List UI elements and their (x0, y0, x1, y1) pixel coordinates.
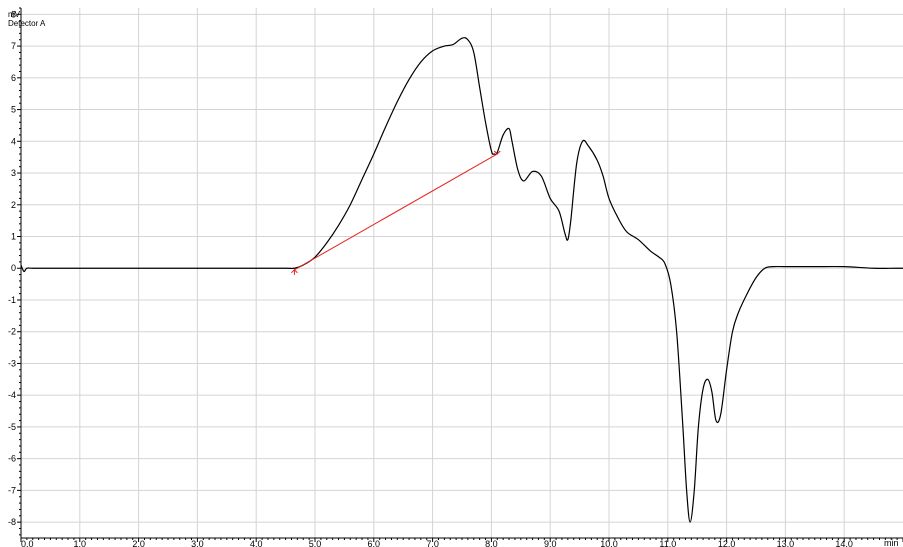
x-axis-unit-label: min (884, 538, 899, 547)
y-tick-label-15: 7 (11, 41, 16, 51)
y-tick-label-8: 0 (11, 263, 16, 273)
baseline-segment (294, 153, 498, 271)
tick-labels: -8 -7 -6 -5 -4 -3 -2 -1 0 1 2 3 4 5 6 7 8 0.0 1.0 2.0 3.0 4.0… (8, 9, 853, 547)
x-tick-label-3: 3.0 (191, 539, 204, 547)
x-tick-label-13: 13.0 (777, 539, 795, 547)
series-group (20, 37, 903, 523)
tick-marks (17, 7, 903, 542)
x-tick-label-14: 14.0 (835, 539, 853, 547)
x-tick-label-2: 2.0 (132, 539, 145, 547)
y-tick-label-7: -1 (8, 295, 16, 305)
y-tick-label-1: -7 (8, 485, 16, 495)
x-tick-label-5: 5.0 (309, 539, 322, 547)
y-tick-label-12: 4 (11, 136, 16, 146)
y-tick-label-5: -3 (8, 358, 16, 368)
y-tick-label-0: -8 (8, 517, 16, 527)
y-tick-label-2: -6 (8, 454, 16, 464)
y-tick-label-3: -5 (8, 422, 16, 432)
x-tick-label-11: 11.0 (659, 539, 676, 547)
x-tick-label-10: 10.0 (600, 539, 618, 547)
x-tick-label-1: 1.0 (74, 539, 87, 547)
y-tick-label-16: 8 (11, 9, 16, 19)
baseline-start-marker (291, 269, 298, 275)
y-tick-label-10: 2 (11, 200, 16, 210)
y-tick-label-13: 5 (11, 105, 16, 115)
y-tick-label-9: 1 (11, 232, 16, 242)
detector-label: Detector A (8, 19, 46, 28)
x-tick-label-6: 6.0 (368, 539, 381, 547)
signal-trace (20, 37, 903, 523)
x-tick-label-0: 0.0 (21, 539, 34, 547)
y-tick-label-11: 3 (11, 168, 16, 178)
x-tick-label-4: 4.0 (250, 539, 263, 547)
y-tick-label-14: 6 (11, 73, 16, 83)
y-tick-label-6: -2 (8, 327, 16, 337)
y-axis-unit-label: mV (8, 10, 21, 19)
y-tick-label-4: -4 (8, 390, 16, 400)
x-tick-label-7: 7.0 (426, 539, 439, 547)
x-tick-label-12: 12.0 (718, 539, 736, 547)
x-tick-label-8: 8.0 (485, 539, 498, 547)
baseline-end-marker (493, 150, 501, 155)
x-tick-label-9: 9.0 (544, 539, 557, 547)
grid (21, 8, 903, 538)
